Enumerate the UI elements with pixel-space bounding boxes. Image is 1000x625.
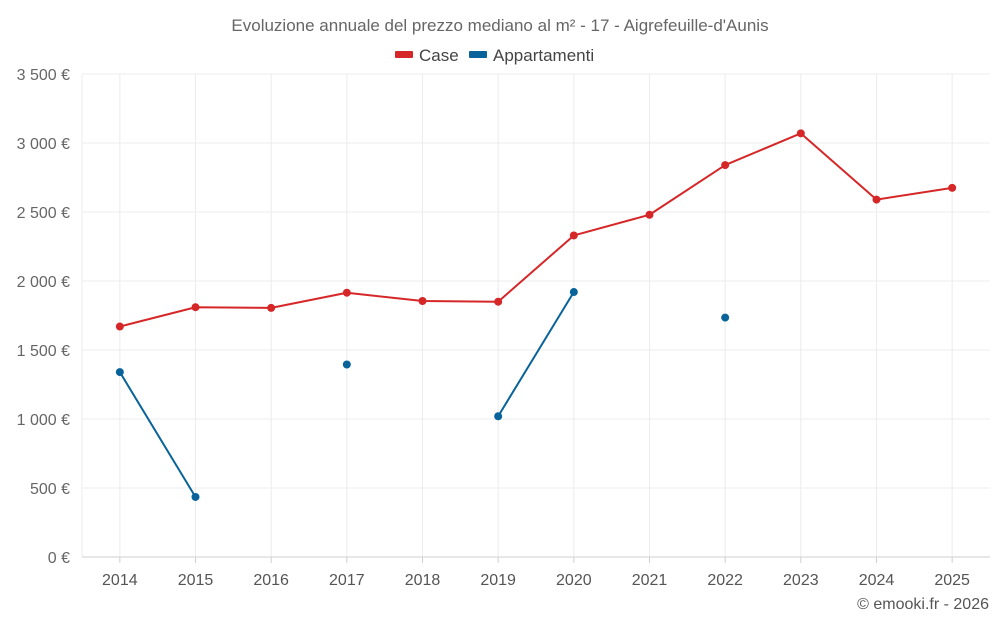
legend-label-case: Case [419, 46, 459, 65]
legend-label-appartamenti: Appartamenti [493, 46, 594, 65]
x-tick-label: 2025 [934, 572, 970, 589]
chart-title: Evoluzione annuale del prezzo mediano al… [231, 16, 768, 35]
x-tick-label: 2019 [480, 572, 516, 589]
axes: 0 € 500 € 1 000 € 1 500 € 2 000 € 2 500 € 3 00… [17, 67, 990, 589]
x-tick-label: 2021 [632, 572, 668, 589]
y-tick-label: 0 € [48, 550, 70, 567]
data-point-appartamenti[interactable] [569, 288, 578, 297]
data-point-case[interactable] [872, 195, 881, 204]
data-point-case[interactable] [796, 129, 805, 138]
data-point-case[interactable] [645, 210, 654, 219]
legend-swatch-appartamenti [469, 51, 487, 58]
series-appartamenti [115, 288, 730, 501]
x-tick-label: 2015 [178, 572, 214, 589]
y-tick-label: 1 000 € [17, 412, 70, 429]
data-point-case[interactable] [948, 183, 957, 192]
data-point-case[interactable] [418, 297, 427, 306]
data-point-case[interactable] [342, 288, 351, 297]
data-point-case[interactable] [494, 297, 503, 306]
data-point-appartamenti[interactable] [494, 412, 503, 421]
x-tick-label: 2022 [707, 572, 743, 589]
x-tick-label: 2017 [329, 572, 365, 589]
data-point-appartamenti[interactable] [342, 360, 351, 369]
data-point-case[interactable] [267, 303, 276, 312]
legend-item-case[interactable]: Case [395, 46, 459, 65]
x-tick-label: 2014 [102, 572, 138, 589]
y-tick-label: 3 000 € [17, 136, 70, 153]
legend-swatch-case [395, 51, 413, 58]
x-tick-label: 2018 [405, 572, 441, 589]
x-tick-label: 2023 [783, 572, 819, 589]
data-point-appartamenti[interactable] [115, 368, 124, 377]
x-tick-label: 2020 [556, 572, 592, 589]
series-line-appartamenti [497, 291, 575, 417]
data-point-appartamenti[interactable] [191, 492, 200, 501]
legend-item-appartamenti[interactable]: Appartamenti [469, 46, 594, 65]
series-line-case [119, 132, 953, 328]
y-tick-label: 500 € [30, 481, 70, 498]
y-tick-label: 2 500 € [17, 205, 70, 222]
series-case [115, 129, 957, 331]
data-point-case[interactable] [191, 303, 200, 312]
y-tick-label: 3 500 € [17, 67, 70, 84]
data-point-case[interactable] [115, 322, 124, 331]
y-tick-label: 2 000 € [17, 274, 70, 291]
series-line-appartamenti [118, 371, 197, 498]
series [115, 129, 957, 501]
data-point-case[interactable] [721, 161, 730, 170]
grid [81, 73, 990, 557]
x-tick-label: 2024 [859, 572, 895, 589]
credit: © emooki.fr - 2026 [857, 596, 989, 613]
x-tick-label: 2016 [253, 572, 289, 589]
legend: Case Appartamenti [395, 46, 594, 65]
y-tick-label: 1 500 € [17, 343, 70, 360]
data-point-appartamenti[interactable] [721, 313, 730, 322]
data-point-case[interactable] [569, 231, 578, 240]
